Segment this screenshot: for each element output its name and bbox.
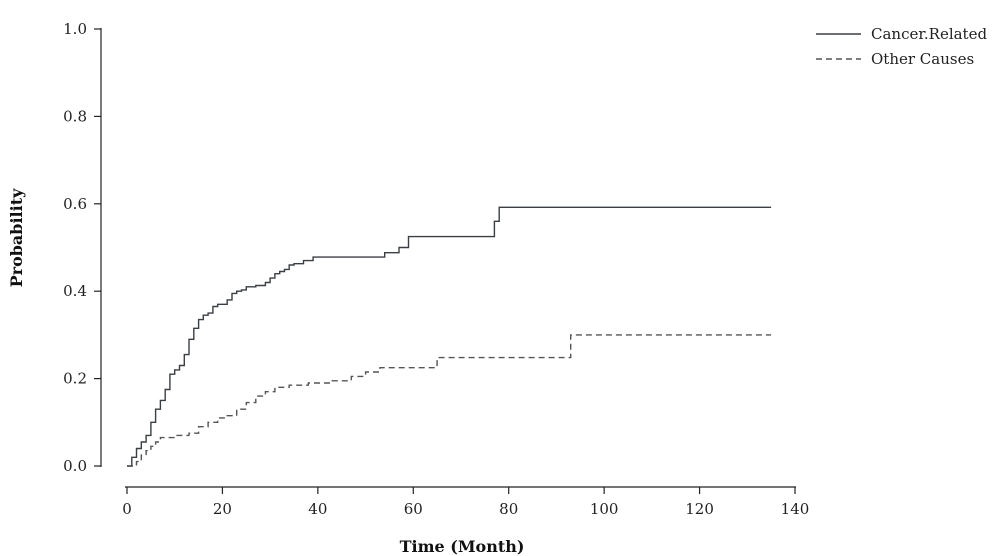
y-tick-label: 0.0 (63, 457, 87, 475)
x-tick-label: 80 (499, 500, 518, 518)
y-tick-label: 0.6 (63, 195, 87, 213)
legend-label: Cancer.Related (871, 25, 987, 43)
series-line-other-causes (127, 334, 772, 467)
x-tick-label: 0 (122, 500, 132, 518)
x-tick-label: 120 (685, 500, 714, 518)
y-tick-label: 1.0 (63, 20, 87, 38)
series-layer (127, 206, 772, 467)
series-line-cancer-related (127, 206, 772, 467)
x-axis-title: Time (Month) (400, 537, 525, 556)
y-tick-label: 0.2 (63, 370, 87, 388)
x-tick-label: 60 (404, 500, 423, 518)
legend: Cancer.Related Other Causes (816, 25, 987, 68)
y-tick-label: 0.4 (63, 282, 87, 300)
y-axis-title: Probability (7, 188, 26, 288)
axes: 0 20 40 60 80 100 120 140 0.0 0.2 0.4 0.6 0.8 1.0 (63, 20, 809, 518)
x-tick-label: 100 (590, 500, 619, 518)
y-tick-label: 0.8 (63, 107, 87, 125)
x-tick-label: 40 (308, 500, 327, 518)
legend-label: Other Causes (871, 50, 974, 68)
x-tick-label: 20 (213, 500, 232, 518)
x-tick-label: 140 (781, 500, 810, 518)
